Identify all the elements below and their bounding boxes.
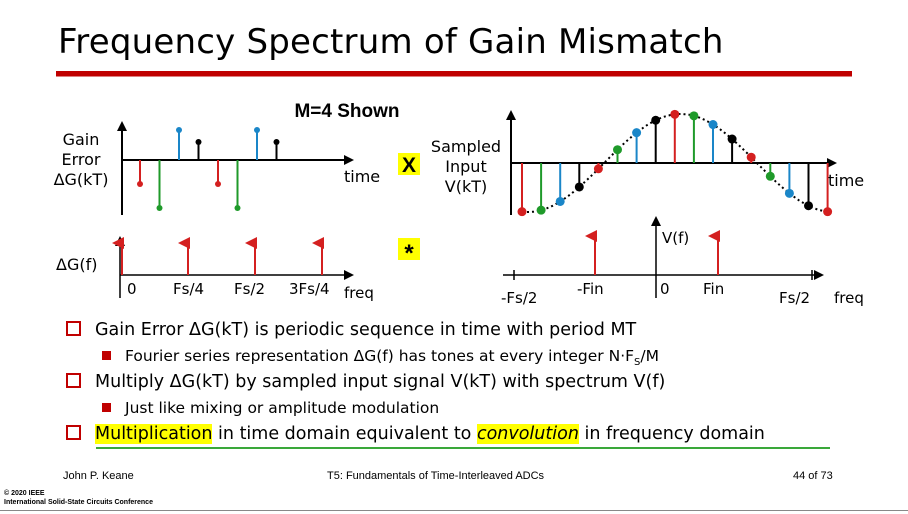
gain-label-line1: Gain [63, 130, 100, 149]
input-sample-dot [574, 182, 584, 192]
copyright-line-2: International Solid-State Circuits Confe… [4, 499, 153, 506]
bullet-1-sub: Fourier series representation ΔG(f) has … [102, 347, 659, 368]
gain-sample-dot [215, 181, 221, 187]
freq-tick-fs4: Fs/4 [173, 280, 204, 298]
input-sample-dot [765, 171, 775, 181]
gain-label-line2: Error [62, 150, 101, 169]
hollow-square-bullet-icon [66, 321, 81, 336]
title-rule-shadow [56, 76, 852, 77]
input-sample-dot [517, 207, 527, 217]
sampled-label-line2: Input [445, 157, 486, 176]
slide-title: Frequency Spectrum of Gain Mismatch [58, 22, 724, 62]
input-sample-dot [632, 128, 642, 138]
sampled-label-line3: V(kT) [445, 177, 487, 196]
m-label: M=4 Shown [294, 101, 399, 122]
vf-tick-label-fs2: Fs/2 [779, 289, 810, 307]
freq-label-right: freq [834, 289, 864, 307]
gain-sample-dot [156, 205, 163, 211]
vf-tick-label-fin: Fin [703, 280, 724, 298]
convolve-symbol-box [398, 238, 420, 260]
dgf-tones [112, 237, 324, 275]
bullet-3-mid: in time domain equivalent to [212, 424, 477, 444]
bullet-3: Multiplication in time domain equivalent… [66, 424, 765, 444]
multiply-symbol: X [402, 154, 416, 177]
input-sample-dot [804, 201, 813, 211]
bullet-3-end: in frequency domain [578, 424, 765, 444]
gain-sample-dot [137, 181, 143, 187]
input-sample-dot [823, 207, 833, 217]
bullet-1-text: Gain Error ΔG(kT) is periodic sequence i… [95, 320, 637, 340]
input-sample-dot [708, 120, 718, 130]
sampled-label-line1: Sampled [431, 137, 501, 156]
dgf-label: ΔG(f) [56, 255, 97, 274]
input-sample-dot [593, 164, 603, 174]
input-sample-dot [613, 145, 622, 155]
footer-page-number: 44 of 73 [793, 470, 833, 482]
spectrum-diagram: M=4 Shown Gain Error ΔG(kT) time X Sampl… [54, 101, 865, 307]
vf-tick-label-neg-fs2: -Fs/2 [501, 289, 537, 307]
bullet-2-sub-text: Just like mixing or amplitude modulation [125, 399, 440, 417]
multiply-symbol-box [398, 153, 420, 175]
vf-tones [585, 230, 720, 275]
vf-label: V(f) [662, 229, 689, 247]
bullet-2-sub: Just like mixing or amplitude modulation [102, 399, 439, 417]
sine-envelope [521, 113, 832, 213]
input-sample-dot [727, 134, 737, 144]
bullet-1-sub-tail: /M [640, 347, 660, 365]
gain-sample-dot [254, 127, 260, 133]
bullet-1: Gain Error ΔG(kT) is periodic sequence i… [66, 320, 636, 340]
freq-tick-3fs4: 3Fs/4 [289, 280, 330, 298]
freq-tick-0: 0 [127, 280, 137, 298]
title-rule [56, 71, 852, 76]
hollow-square-bullet-icon [66, 425, 81, 440]
convolve-symbol: * [404, 240, 414, 267]
time-label-right: time [828, 171, 864, 190]
time-label-left: time [344, 167, 380, 186]
gain-label-line3: ΔG(kT) [54, 170, 109, 189]
gain-error-samples [137, 127, 280, 211]
input-sample-dot [555, 196, 565, 206]
bullet-2-text: Multiply ΔG(kT) by sampled input signal … [95, 372, 666, 392]
input-sample-dot [689, 111, 699, 121]
vf-tick-label-neg-fin: -Fin [577, 280, 604, 298]
footer-author: John P. Keane [63, 470, 134, 482]
filled-square-bullet-icon [102, 403, 111, 412]
footer-session: T5: Fundamentals of Time-Interleaved ADC… [327, 470, 545, 482]
freq-tick-fs2: Fs/2 [234, 280, 265, 298]
bullet-2: Multiply ΔG(kT) by sampled input signal … [66, 372, 665, 392]
highlight-multiplication: Multiplication [95, 424, 213, 444]
gain-sample-dot [176, 127, 182, 133]
bullet-1-sub-subscript: S [634, 357, 641, 369]
highlight-convolution: convolution [476, 424, 579, 444]
input-sample-dot [536, 205, 546, 215]
input-sample-dot [651, 115, 661, 125]
gain-sample-dot [273, 139, 280, 145]
hollow-square-bullet-icon [66, 373, 81, 388]
input-sample-dot [784, 188, 794, 198]
bullet-3-underline [96, 447, 830, 449]
copyright-line-1: © 2020 IEEE [4, 490, 45, 497]
bullet-1-sub-text: Fourier series representation ΔG(f) has … [125, 347, 635, 365]
filled-square-bullet-icon [102, 351, 111, 360]
sampled-input-samples [517, 109, 833, 217]
vf-tick-label-0: 0 [660, 280, 670, 298]
footer-rule [0, 510, 908, 511]
freq-label-left: freq [344, 284, 374, 302]
input-sample-dot [670, 109, 680, 119]
gain-sample-dot [234, 205, 241, 211]
gain-sample-dot [195, 139, 202, 145]
input-sample-dot [746, 152, 756, 162]
